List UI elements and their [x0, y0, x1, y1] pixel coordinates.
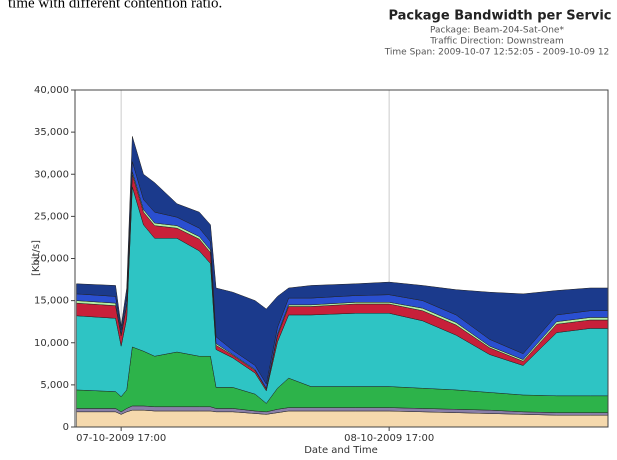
chart-title: Package Bandwidth per Servic — [388, 9, 611, 24]
y-tick-label: 15,000 — [34, 296, 69, 307]
x-tick-label: 07-10-2009 17:00 — [76, 433, 166, 444]
caption: time with different contention ratio. — [8, 0, 222, 11]
x-tick-label: 08-10-2009 17:00 — [344, 433, 434, 444]
subtitle: Package: Beam-204-Sat-One* — [430, 26, 564, 36]
y-tick-label: 5,000 — [40, 380, 69, 391]
y-tick-label: 0 — [63, 422, 69, 433]
subtitle: Traffic Direction: Downstream — [429, 37, 564, 47]
y-axis-label: [Kbit/s] — [31, 240, 42, 276]
y-tick-label: 30,000 — [34, 169, 69, 180]
subtitle: Time Span: 2009-10-07 12:52:05 - 2009-10… — [384, 48, 610, 58]
y-tick-label: 35,000 — [34, 127, 69, 138]
y-tick-label: 20,000 — [34, 254, 69, 265]
y-tick-label: 25,000 — [34, 211, 69, 222]
y-tick-label: 40,000 — [34, 85, 69, 96]
y-tick-label: 10,000 — [34, 338, 69, 349]
x-axis-label: Date and Time — [304, 445, 378, 456]
